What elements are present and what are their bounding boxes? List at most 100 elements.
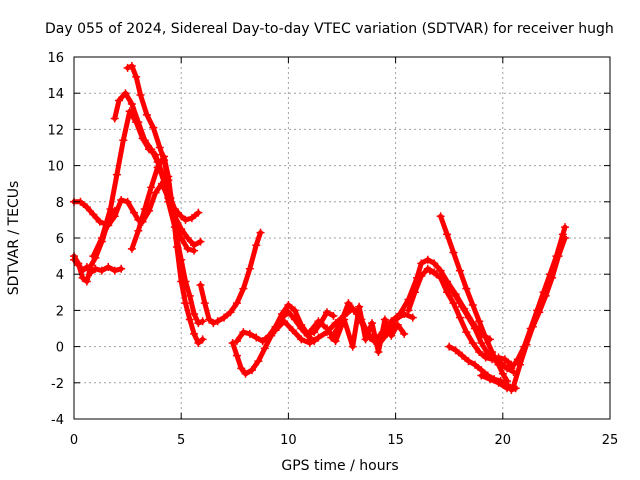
data-point	[82, 277, 91, 286]
data-point	[147, 183, 156, 192]
data-point	[387, 317, 396, 326]
data-point	[181, 299, 190, 308]
data-point	[322, 308, 331, 317]
data-point	[239, 328, 248, 337]
data-point	[213, 317, 222, 326]
data-point	[151, 150, 160, 159]
data-point	[106, 205, 115, 214]
data-point	[149, 123, 158, 132]
data-point	[183, 244, 192, 253]
data-point	[160, 152, 169, 161]
data-point	[462, 284, 471, 293]
series-trace	[496, 224, 568, 371]
data-point	[539, 288, 548, 297]
data-point	[464, 357, 473, 366]
data-point	[290, 306, 299, 315]
data-point	[232, 351, 241, 360]
y-tick-label: 0	[56, 341, 64, 356]
data-point	[247, 366, 256, 375]
data-point	[125, 107, 134, 116]
data-point	[380, 315, 389, 324]
data-point	[168, 205, 177, 214]
data-point	[355, 302, 364, 311]
data-point	[515, 360, 524, 369]
series-sat-g	[127, 152, 207, 347]
data-point	[97, 234, 106, 242]
data-point	[119, 136, 128, 145]
data-point	[164, 172, 173, 181]
data-point	[256, 228, 265, 237]
data-point	[112, 170, 121, 179]
data-point	[500, 355, 509, 364]
data-point	[127, 100, 136, 109]
data-point	[74, 259, 83, 268]
data-point	[417, 259, 426, 268]
data-point	[503, 384, 512, 393]
data-point	[455, 313, 464, 322]
data-point	[196, 281, 205, 290]
data-point	[410, 288, 419, 297]
data-point	[127, 244, 136, 253]
data-point	[196, 237, 205, 246]
data-point	[475, 317, 484, 326]
data-point	[190, 310, 199, 319]
data-point	[185, 291, 194, 300]
data-point	[136, 91, 145, 100]
data-point	[239, 284, 248, 293]
series-sat-s	[494, 223, 569, 373]
data-point	[138, 134, 147, 143]
data-point	[485, 375, 494, 384]
x-axis-title: GPS time / hours	[281, 458, 398, 474]
data-point	[190, 329, 199, 338]
data-point	[494, 358, 503, 367]
data-point	[82, 203, 91, 212]
data-point	[252, 333, 261, 342]
data-point	[329, 311, 338, 320]
data-point	[445, 342, 454, 351]
x-tick-label: 10	[280, 433, 297, 448]
data-point	[488, 348, 497, 357]
data-point	[172, 243, 181, 252]
data-point	[220, 313, 229, 322]
data-point	[187, 214, 196, 223]
y-tick-label: 16	[47, 51, 64, 66]
data-point	[140, 205, 149, 214]
x-axis-ticks: 0 5 10 15 20 25	[70, 57, 618, 448]
data-point	[436, 212, 445, 221]
data-point	[87, 261, 96, 270]
y-tick-label: -4	[51, 413, 64, 428]
data-point	[194, 319, 203, 328]
grid-lines	[74, 57, 610, 419]
data-point	[265, 331, 274, 340]
data-point	[378, 328, 387, 337]
y-tick-label: 6	[56, 232, 64, 247]
data-point	[545, 270, 554, 279]
data-point	[348, 342, 357, 351]
data-point	[481, 333, 490, 342]
data-point	[297, 335, 306, 344]
data-point	[205, 315, 214, 324]
data-point	[297, 320, 306, 329]
x-tick-label: 0	[70, 433, 78, 448]
data-point	[335, 320, 344, 329]
data-point	[232, 337, 241, 346]
data-point	[500, 362, 509, 371]
data-point	[558, 230, 567, 239]
data-point	[361, 335, 370, 344]
y-tick-label: 12	[47, 123, 64, 138]
y-tick-label: -2	[51, 377, 64, 392]
data-point	[121, 89, 130, 98]
data-point	[368, 319, 377, 328]
data-point	[451, 346, 460, 355]
data-point	[97, 266, 106, 275]
data-point	[190, 246, 199, 255]
data-point	[526, 324, 535, 333]
data-point	[533, 306, 542, 315]
data-point	[458, 302, 467, 311]
data-point	[395, 310, 404, 319]
x-tick-label: 20	[495, 433, 512, 448]
data-point	[417, 272, 426, 281]
data-point	[468, 300, 477, 309]
data-point	[209, 319, 218, 328]
